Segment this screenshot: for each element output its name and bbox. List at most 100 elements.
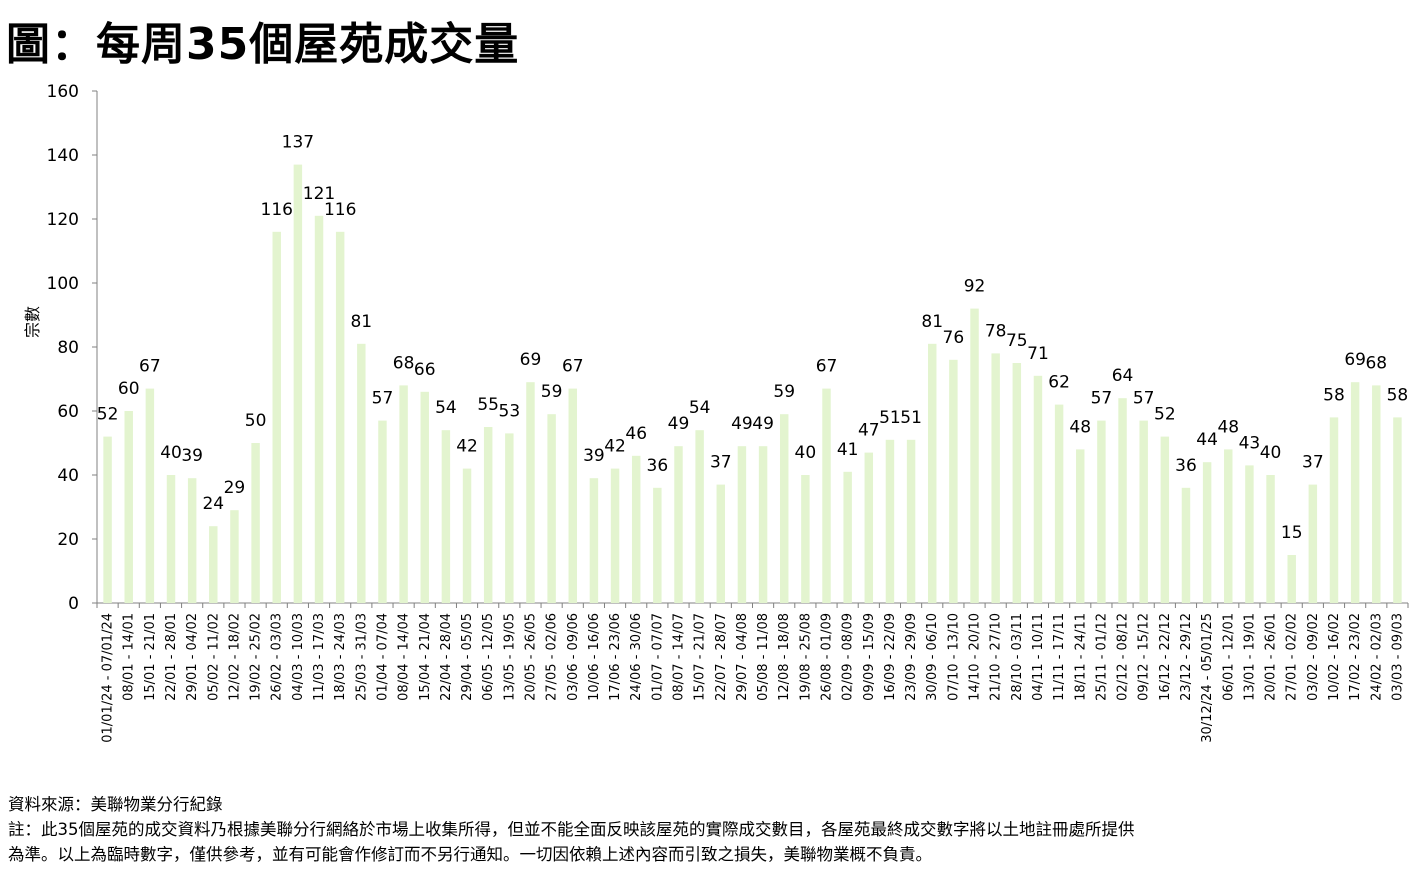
bar <box>1329 417 1339 603</box>
data-label: 75 <box>1006 331 1028 351</box>
bar <box>758 446 768 603</box>
x-tick-label: 05/02 - 11/02 <box>206 613 221 701</box>
x-tick-label: 25/11 - 01/12 <box>1094 613 1109 701</box>
bar <box>610 468 620 603</box>
bar <box>949 359 958 603</box>
data-label: 64 <box>1112 366 1134 386</box>
bar <box>420 391 429 603</box>
bar <box>1076 449 1085 603</box>
y-tick-label: 20 <box>57 530 79 550</box>
x-tick-label: 15/07 - 21/07 <box>693 613 708 701</box>
data-label: 116 <box>324 200 356 220</box>
x-tick-label: 09/12 - 15/12 <box>1137 613 1152 701</box>
y-tick-label: 40 <box>57 466 79 486</box>
x-tick-label: 01/04 - 07/04 <box>375 613 390 701</box>
bar <box>885 439 895 603</box>
bar <box>293 164 303 603</box>
bar <box>124 411 133 603</box>
bar <box>1054 404 1064 603</box>
data-label: 76 <box>943 328 965 348</box>
bar <box>357 343 366 603</box>
bar <box>505 433 514 603</box>
bar <box>695 430 704 603</box>
bar <box>441 430 451 603</box>
data-label: 54 <box>435 398 457 418</box>
data-label: 36 <box>647 456 669 476</box>
bar <box>1245 465 1254 603</box>
x-tick-label: 20/05 - 26/05 <box>523 613 538 701</box>
data-label: 40 <box>1260 443 1282 463</box>
bar <box>166 475 176 603</box>
x-tick-label: 14/10 - 20/10 <box>968 613 983 701</box>
bar <box>1033 375 1043 603</box>
x-tick-label: 04/11 - 10/11 <box>1031 613 1046 701</box>
x-tick-label: 21/10 - 27/10 <box>989 613 1004 701</box>
x-tick-label: 29/07 - 04/08 <box>735 613 750 701</box>
chart-title: 圖：每周35個屋苑成交量 <box>6 19 520 70</box>
bar <box>1118 398 1127 603</box>
y-tick-label: 160 <box>47 82 79 102</box>
data-label: 59 <box>773 382 795 402</box>
data-label: 24 <box>202 494 224 514</box>
x-tick-label: 08/07 - 14/07 <box>671 613 686 701</box>
data-label: 29 <box>224 478 246 498</box>
x-tick-label: 13/01 - 19/01 <box>1242 613 1257 701</box>
data-label: 51 <box>879 408 901 428</box>
x-tick-label: 05/08 - 11/08 <box>756 613 771 701</box>
bar <box>462 468 472 603</box>
x-tick-label: 15/01 - 21/01 <box>143 613 158 701</box>
bar <box>103 436 112 603</box>
data-label: 57 <box>1091 389 1113 409</box>
x-tick-label: 30/12/24 - 05/01/25 <box>1200 613 1215 743</box>
data-label: 67 <box>139 357 161 377</box>
data-label: 39 <box>181 446 203 466</box>
data-label: 67 <box>562 357 584 377</box>
x-tick-label: 15/04 - 21/04 <box>418 613 433 701</box>
x-tick-label: 12/02 - 18/02 <box>227 613 242 701</box>
data-label: 37 <box>1302 453 1324 473</box>
bar <box>1350 382 1360 603</box>
x-tick-label: 29/01 - 04/02 <box>185 613 200 701</box>
data-label: 42 <box>604 437 626 457</box>
bar <box>251 443 260 603</box>
bar <box>230 510 239 603</box>
x-axis <box>96 602 1409 608</box>
x-tick-label: 25/03 - 31/03 <box>354 613 369 701</box>
x-tick-label: 16/09 - 22/09 <box>883 613 898 701</box>
bar <box>209 526 218 603</box>
bar <box>1393 417 1402 603</box>
data-label: 52 <box>1154 405 1176 425</box>
data-label: 137 <box>282 133 314 153</box>
data-label: 51 <box>900 408 922 428</box>
data-label: 81 <box>350 312 372 332</box>
data-label: 50 <box>245 411 267 431</box>
bar <box>716 484 726 603</box>
bar <box>145 388 155 603</box>
x-tick-label: 06/01 - 12/01 <box>1221 613 1236 701</box>
y-tick-label: 100 <box>47 274 79 294</box>
bar <box>970 308 979 603</box>
x-tick-label: 04/03 - 10/03 <box>291 613 306 701</box>
x-tick-label: 24/06 - 30/06 <box>629 613 644 701</box>
x-tick-label: 17/06 - 23/06 <box>608 613 623 701</box>
data-label: 116 <box>261 200 293 220</box>
data-label: 68 <box>1365 353 1387 373</box>
data-label: 39 <box>583 446 605 466</box>
x-tick-label: 26/08 - 01/09 <box>820 613 835 701</box>
data-label: 67 <box>816 357 838 377</box>
x-tick-label: 17/02 - 23/02 <box>1348 613 1363 701</box>
data-label: 46 <box>625 424 647 444</box>
disclaimer-line-2: 為準。以上為臨時數字，僅供參考，並有可能會作修訂而不另行通知。一切因依賴上述內容… <box>8 845 932 864</box>
y-tick-label: 60 <box>57 402 79 422</box>
x-tick-label: 22/01 - 28/01 <box>164 613 179 701</box>
x-tick-label: 01/01/24 - 07/01/24 <box>101 613 116 743</box>
bar <box>378 420 387 603</box>
x-tick-label: 23/09 - 29/09 <box>904 613 919 701</box>
x-tick-label: 16/12 - 22/12 <box>1158 613 1173 701</box>
x-tick-label: 27/05 - 02/06 <box>545 613 560 701</box>
data-label: 92 <box>964 277 986 297</box>
x-tick-label: 02/09 - 08/09 <box>841 613 856 701</box>
bar <box>822 388 831 603</box>
x-tick-label: 10/06 - 16/06 <box>587 613 602 701</box>
